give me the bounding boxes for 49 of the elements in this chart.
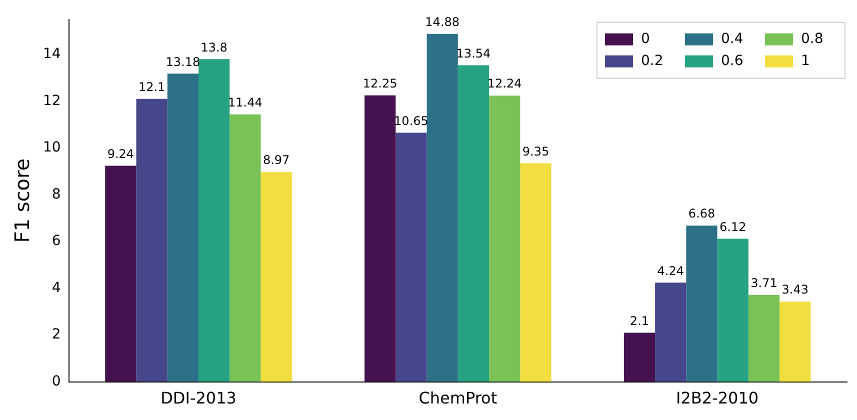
data-label: 9.24	[107, 146, 134, 161]
bar	[780, 302, 811, 382]
legend-label: 0.2	[641, 53, 664, 70]
y-tick-label: 6	[52, 233, 61, 250]
data-label: 13.8	[200, 40, 228, 54]
legend-label: 0	[641, 31, 650, 48]
data-label: 3.43	[782, 282, 808, 297]
legend-label: 0.8	[801, 31, 824, 48]
x-tick-label: ChemProt	[418, 388, 498, 408]
legend-label: 0.4	[721, 31, 744, 48]
bar	[748, 295, 780, 382]
y-axis-title: F1 score	[10, 158, 34, 243]
y-tick-label: 2	[52, 326, 61, 343]
y-tick-label: 0	[52, 373, 61, 390]
bar	[105, 166, 136, 382]
bar	[198, 59, 230, 382]
bar	[686, 226, 718, 382]
bar	[426, 34, 458, 382]
legend-label: 0.6	[721, 53, 744, 70]
x-tick-label: I2B2-2010	[676, 388, 759, 408]
data-label: 2.1	[630, 314, 650, 328]
data-label: 8.97	[262, 153, 290, 168]
data-label: 3.71	[750, 276, 778, 290]
bar	[458, 65, 490, 382]
y-tick-label: 14	[42, 46, 61, 62]
bar	[717, 238, 748, 382]
bar	[520, 163, 552, 382]
data-label: 9.35	[522, 144, 550, 158]
data-label: 12.25	[362, 76, 398, 91]
data-label: 6.68	[688, 206, 716, 221]
bar	[396, 132, 427, 382]
data-label: 14.88	[425, 15, 460, 30]
bar	[489, 96, 520, 382]
legend-label: 1	[801, 53, 810, 70]
data-label: 12.1	[138, 80, 166, 94]
bar	[655, 282, 686, 382]
bar	[260, 172, 292, 382]
bar	[167, 74, 199, 382]
y-tick-label: 10	[42, 140, 61, 156]
y-tick-label: 12	[42, 92, 61, 109]
y-tick-label: 4	[52, 280, 61, 296]
x-tick-label: DDI-2013	[160, 388, 236, 408]
bar	[364, 95, 396, 382]
y-tick-label: 8	[52, 186, 61, 202]
bar	[136, 98, 168, 382]
bar	[230, 114, 261, 382]
bar	[624, 332, 656, 382]
data-label: 6.12	[720, 220, 746, 234]
data-label: 4.24	[657, 264, 684, 278]
